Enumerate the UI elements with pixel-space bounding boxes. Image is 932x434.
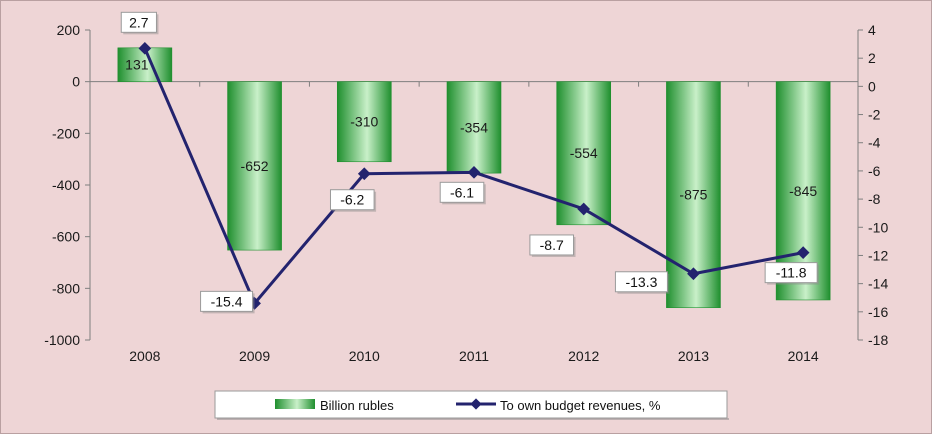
line-point	[467, 165, 481, 179]
line-value-callout: -6.2	[329, 189, 377, 212]
category-label: 2011	[459, 348, 489, 364]
line-value-callout: -13.3	[614, 271, 670, 294]
left-axis-tick-label: 200	[57, 22, 81, 38]
line-value-callout-box	[329, 189, 375, 211]
line-value-label: -6.1	[450, 184, 474, 200]
bar	[227, 81, 282, 251]
line-value-label: -6.2	[340, 192, 364, 208]
line-point	[357, 167, 371, 181]
category-label: 2012	[568, 348, 599, 364]
bar-value-label: -652	[241, 158, 269, 174]
bar-value-label: -875	[679, 187, 707, 203]
legend-swatch-bars	[275, 399, 315, 409]
right-axis-tick-label: -12	[868, 247, 888, 263]
bar	[336, 81, 392, 163]
bar-value-label: -310	[350, 114, 378, 130]
left-axis-tick-label: 0	[72, 74, 80, 90]
right-axis-tick-label: -6	[868, 163, 881, 179]
line-value-callout-box	[529, 234, 575, 256]
legend-label-line: To own budget revenues, %	[500, 398, 661, 413]
bar-value-label: 131	[125, 57, 149, 73]
right-axis-tick-label: -10	[868, 219, 888, 235]
line-value-callout: -11.8	[764, 262, 820, 285]
bar-value-label: -554	[570, 145, 598, 161]
right-axis-tick-label: -14	[868, 276, 888, 292]
line-value-callout-box	[120, 11, 157, 33]
line-value-callout: -8.7	[529, 234, 576, 257]
line-point	[138, 41, 152, 55]
category-label: 2014	[788, 348, 819, 364]
line-value-callout-box	[764, 262, 818, 284]
right-axis-tick-label: 2	[868, 50, 876, 66]
line-value-callout-box	[200, 290, 254, 312]
category-label: 2013	[678, 348, 709, 364]
line-value-label: 2.7	[129, 14, 149, 30]
right-axis-tick-label: -8	[868, 191, 881, 207]
legend-label-bars: Billion rubles	[320, 398, 394, 413]
left-axis-tick-label: -1000	[44, 332, 80, 348]
line-value-callout-box	[614, 271, 668, 293]
right-axis-tick-label: 4	[868, 22, 876, 38]
left-axis-tick-label: -200	[52, 125, 80, 141]
bar-value-label: -354	[460, 119, 488, 135]
line-value-callout: -6.1	[439, 181, 486, 205]
legend: Billion rubles To own budget revenues, %	[214, 390, 729, 420]
line-value-label: -11.8	[776, 265, 807, 281]
right-axis-tick-label: -2	[868, 107, 881, 123]
left-axis-tick-label: -400	[52, 177, 80, 193]
right-axis-tick-label: 0	[868, 78, 876, 94]
line-value-callout: 2.7	[120, 11, 159, 35]
right-axis-tick-label: -18	[868, 332, 888, 348]
left-axis-tick-label: -800	[52, 280, 80, 296]
right-axis-tick-label: -4	[868, 135, 881, 151]
category-label: 2010	[349, 348, 380, 364]
line-value-callout: -15.4	[200, 290, 255, 314]
right-axis-tick-label: -16	[868, 304, 888, 320]
line-value-label: -8.7	[540, 237, 564, 253]
line-value-callout-box	[439, 181, 485, 203]
bar-value-label: -845	[789, 183, 817, 199]
line-value-label: -13.3	[625, 274, 657, 290]
left-axis-tick-label: -600	[52, 229, 80, 245]
bar	[556, 81, 612, 226]
line-value-label: -15.4	[211, 293, 243, 309]
category-label: 2009	[239, 348, 270, 364]
bar	[446, 81, 502, 174]
category-label: 2008	[129, 348, 160, 364]
legend-line-marker	[470, 398, 482, 410]
